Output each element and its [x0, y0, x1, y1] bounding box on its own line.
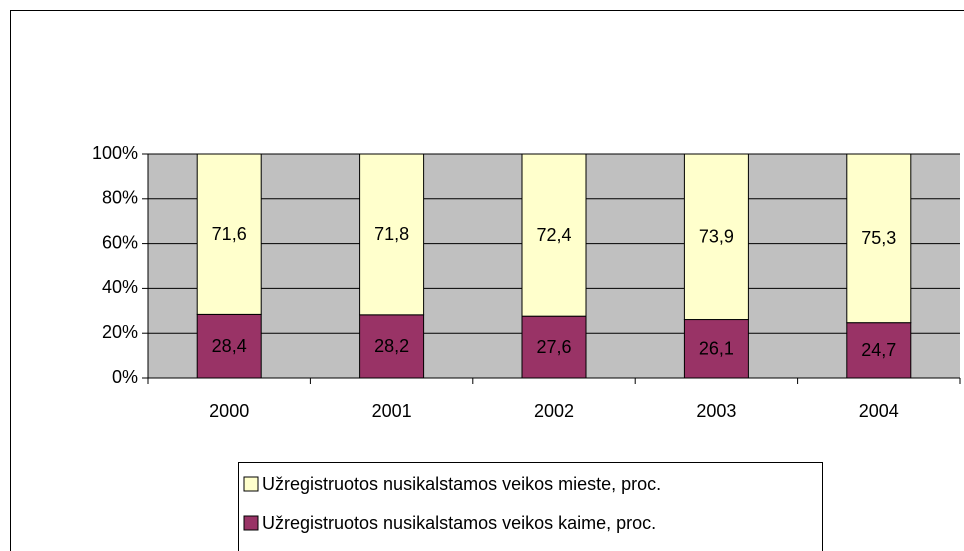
x-tick-label: 2001	[372, 401, 412, 421]
data-label: 28,2	[374, 336, 409, 356]
bar-segment	[196, 153, 262, 315]
data-label: 28,4	[212, 336, 247, 356]
y-tick-label: 40%	[102, 277, 138, 297]
data-label: 26,1	[699, 339, 734, 359]
x-tick-label: 2003	[696, 401, 736, 421]
x-tick-label: 2002	[534, 401, 574, 421]
bar-segment	[846, 322, 912, 379]
data-label: 71,8	[374, 224, 409, 244]
bar-segment	[521, 315, 587, 379]
legend-swatch	[243, 515, 259, 531]
legend-label: Užregistruotos nusikalstamos veikos mies…	[262, 474, 661, 494]
bar-segment	[359, 314, 425, 379]
bar-segment	[359, 153, 425, 316]
data-label: 75,3	[861, 228, 896, 248]
data-label: 72,4	[536, 225, 571, 245]
bar-segment	[846, 153, 912, 324]
x-tick-label: 2000	[209, 401, 249, 421]
legend-box	[238, 462, 823, 551]
legend-label: Užregistruotos nusikalstamos veikos kaim…	[262, 513, 656, 533]
y-tick-label: 100%	[92, 143, 138, 163]
legend-swatch	[243, 476, 259, 492]
bar-segment	[683, 153, 749, 321]
y-tick-label: 0%	[112, 367, 138, 387]
data-label: 71,6	[212, 224, 247, 244]
bar-segment	[521, 153, 587, 317]
data-label: 27,6	[536, 337, 571, 357]
bar-segment	[683, 319, 749, 379]
data-label: 24,7	[861, 340, 896, 360]
x-tick-label: 2004	[859, 401, 899, 421]
y-tick-label: 80%	[102, 188, 138, 208]
y-tick-label: 60%	[102, 232, 138, 252]
y-tick-label: 20%	[102, 322, 138, 342]
data-label: 73,9	[699, 227, 734, 247]
